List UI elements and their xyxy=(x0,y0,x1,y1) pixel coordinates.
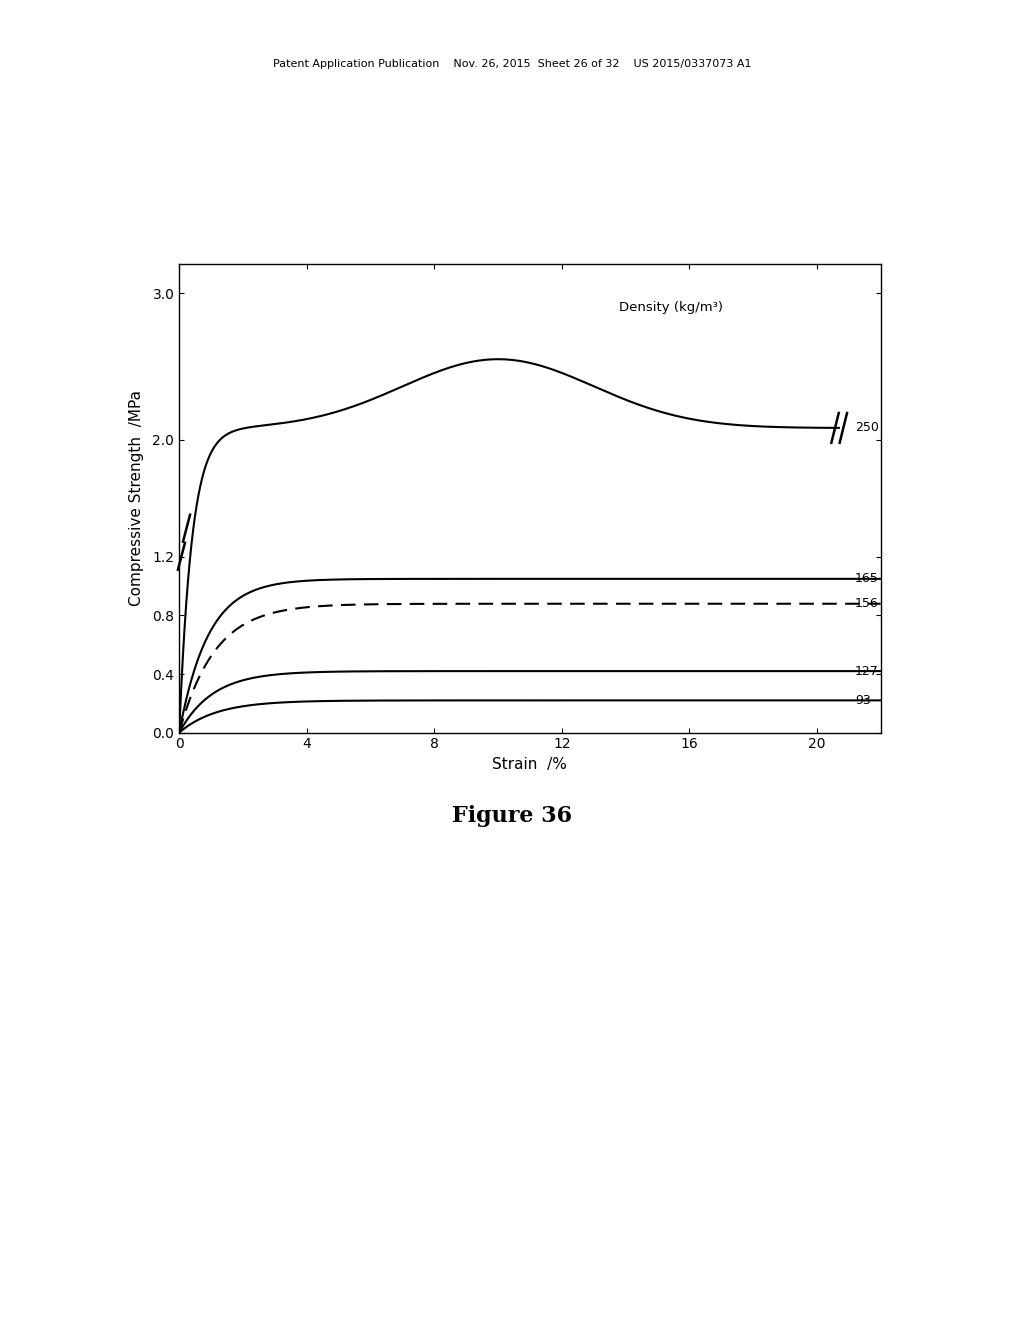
Y-axis label: Compressive Strength  /MPa: Compressive Strength /MPa xyxy=(129,391,144,606)
Text: Patent Application Publication    Nov. 26, 2015  Sheet 26 of 32    US 2015/03370: Patent Application Publication Nov. 26, … xyxy=(272,59,752,70)
Text: 127: 127 xyxy=(855,664,879,677)
X-axis label: Strain  /%: Strain /% xyxy=(493,756,567,772)
Text: Density (kg/m³): Density (kg/m³) xyxy=(620,301,723,314)
Text: 93: 93 xyxy=(855,694,870,708)
Text: 250: 250 xyxy=(855,421,879,434)
Text: 165: 165 xyxy=(855,573,879,585)
Text: 156: 156 xyxy=(855,597,879,610)
Text: Figure 36: Figure 36 xyxy=(452,805,572,828)
